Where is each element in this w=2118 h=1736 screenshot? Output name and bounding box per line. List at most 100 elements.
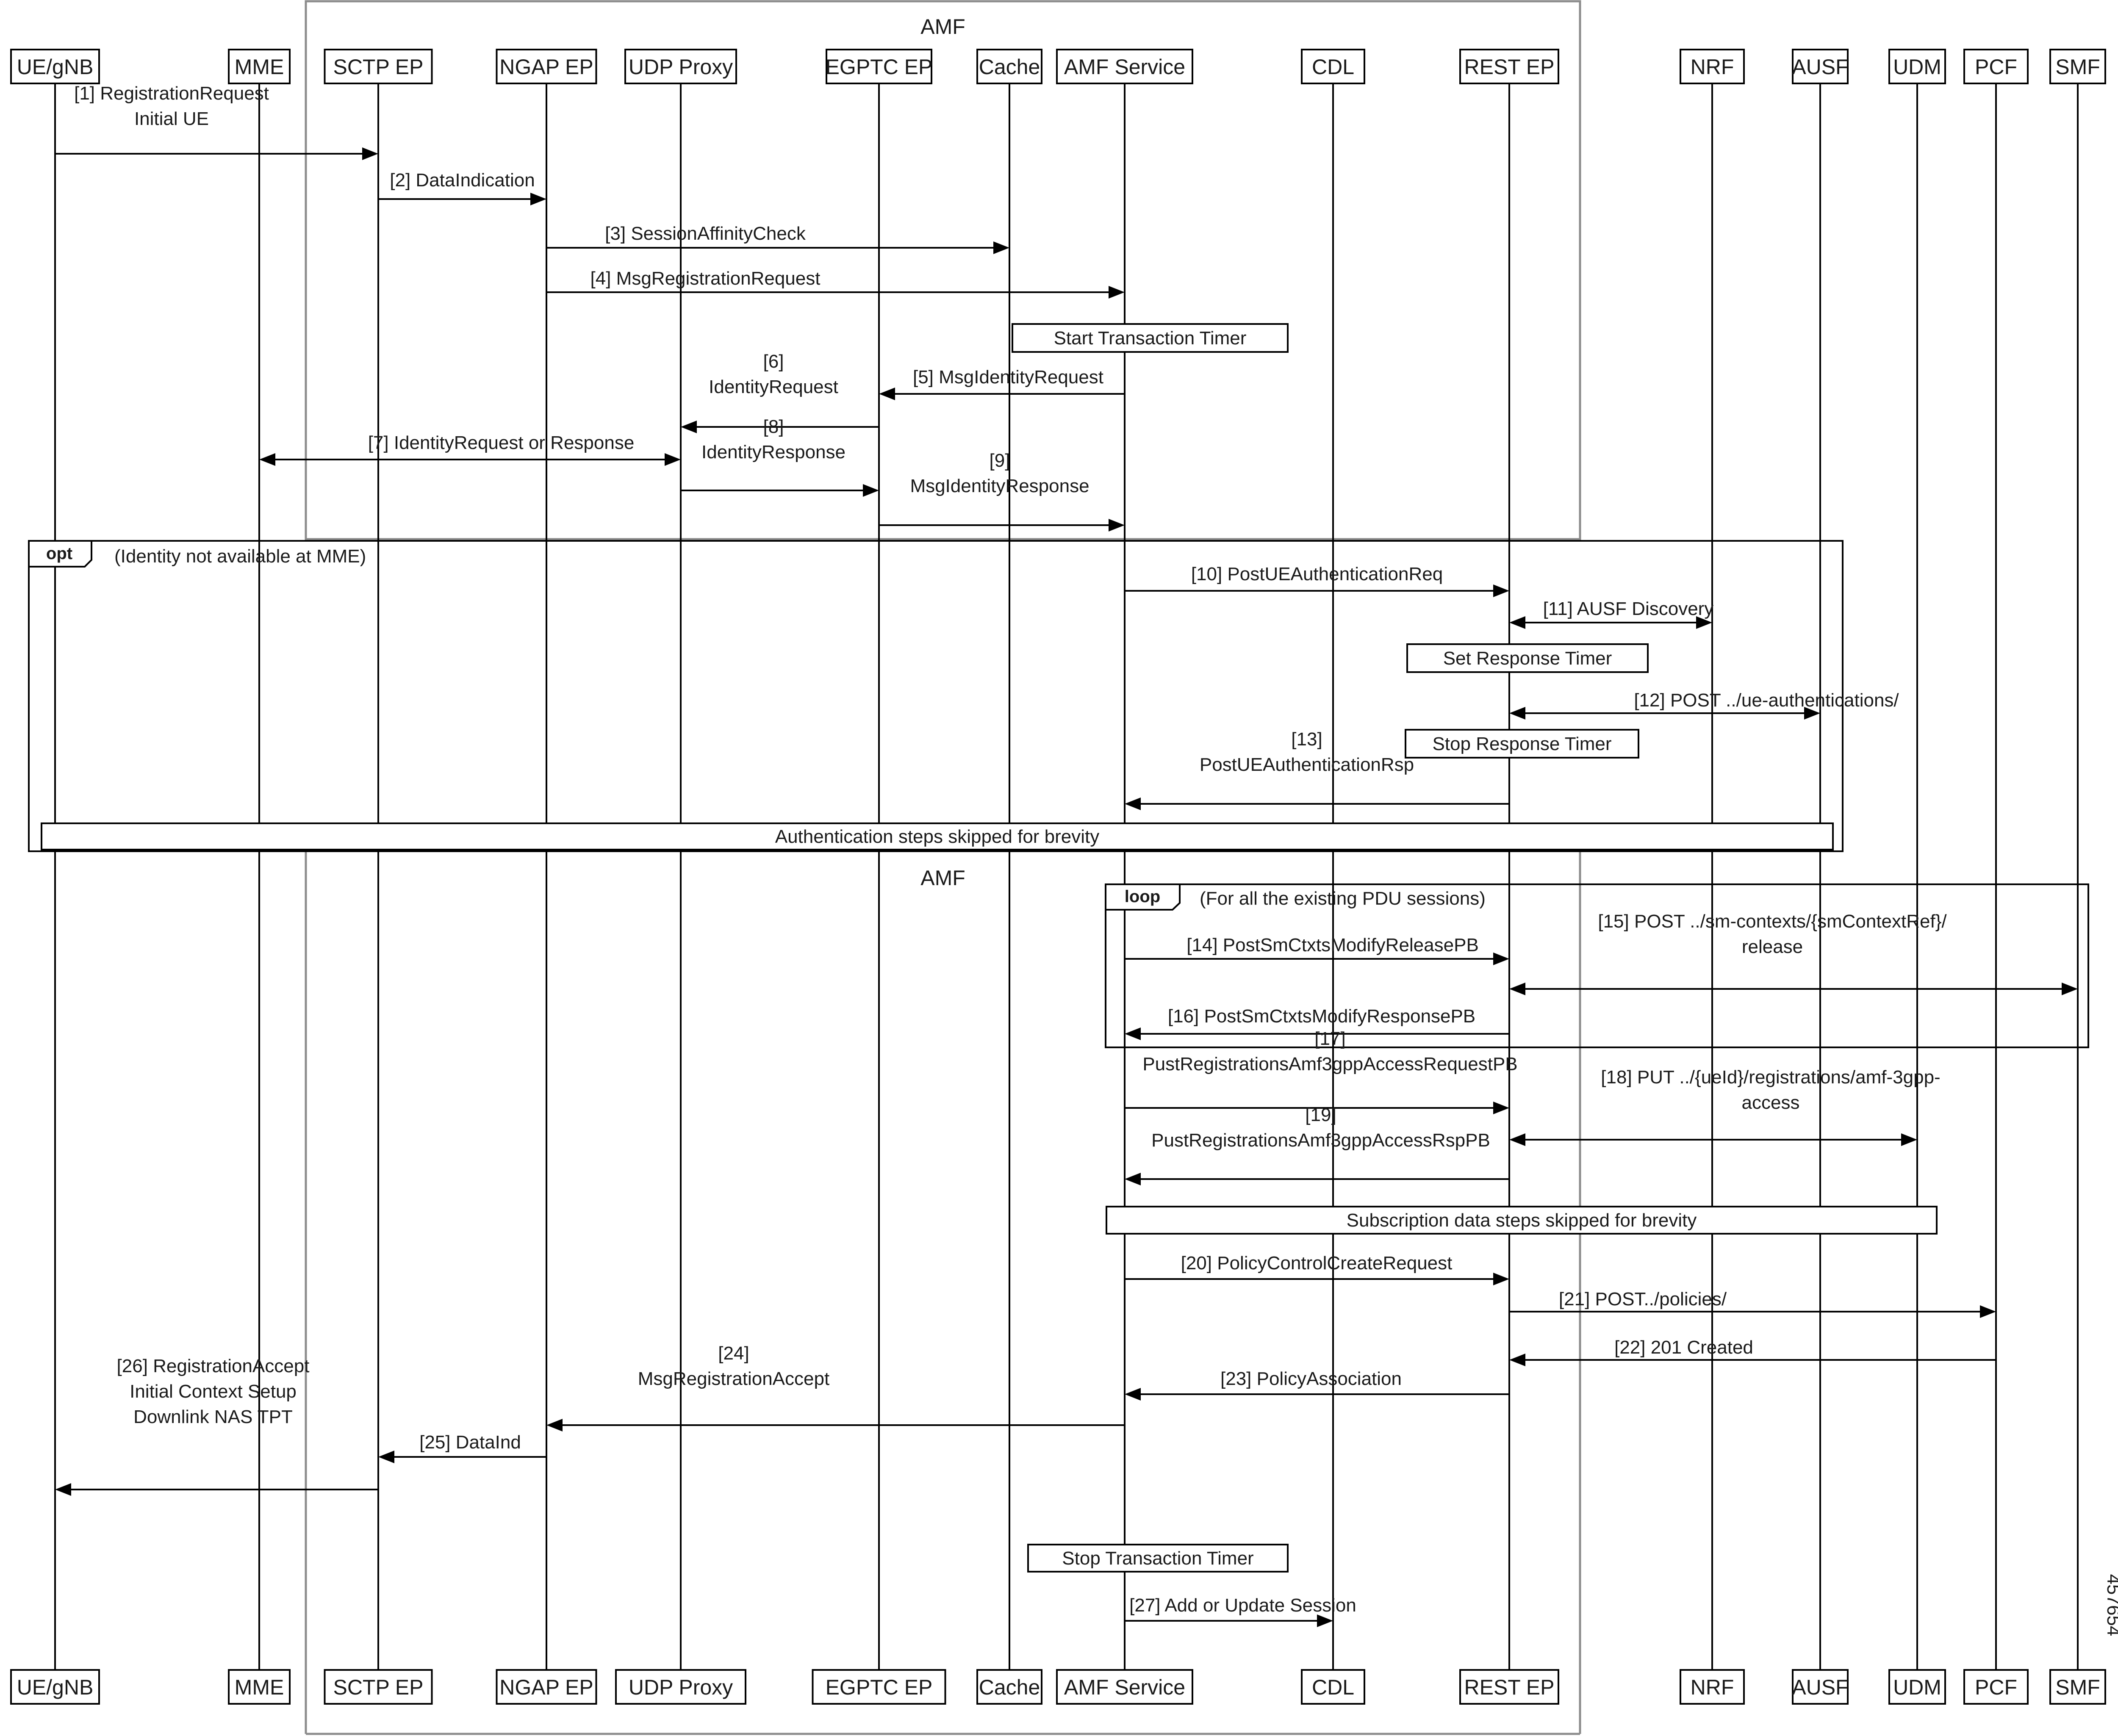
participant-label-ue-top: UE/gNB (17, 55, 94, 79)
participant-label-amfsvc-top: AMF Service (1064, 55, 1185, 79)
message-9-label: MsgIdentityResponse (910, 476, 1089, 496)
message-3: [3] SessionAffinityCheck (546, 223, 1009, 254)
notes: Start Transaction Timer Set Response Time… (41, 323, 1938, 1573)
participant-box-smf-top (2049, 49, 2106, 84)
message-12-label: [12] POST ../ue-authentications/ (1634, 690, 1899, 711)
message-24-label: [24] (718, 1343, 749, 1364)
opt-operator: opt (46, 544, 72, 563)
note-box-authentication-skipped (41, 822, 1834, 850)
loop-operator-tab (1105, 883, 1181, 911)
participant-label-sctp-bottom: SCTP EP (333, 1675, 423, 1699)
message-11: [11] AUSF Discovery (1509, 598, 1713, 629)
message-18-arrowhead (1901, 1133, 1917, 1146)
message-24-label: MsgRegistrationAccept (638, 1368, 829, 1389)
message-20: [20] PolicyControlCreateRequest (1125, 1253, 1509, 1285)
message-8-arrowhead (863, 484, 879, 497)
participant-box-ngap-top (496, 49, 597, 84)
message-18-label: access (1742, 1092, 1800, 1113)
note-text-stop-response-timer: Stop Response Timer (1432, 734, 1611, 754)
participant-box-rest-bottom (1459, 1669, 1559, 1705)
message-27: [27] Add or Update Session (1125, 1595, 1356, 1627)
message-5-label: [5] MsgIdentityRequest (913, 367, 1103, 388)
participant-box-mme-top (228, 49, 291, 84)
message-17-arrowhead (1493, 1102, 1509, 1114)
message-6-label: [6] (763, 351, 784, 372)
message-4-arrowhead (1109, 286, 1125, 299)
participant-box-udm-top (1888, 49, 1946, 84)
participant-box-sctp-bottom (324, 1669, 433, 1705)
message-17-label: PustRegistrationsAmf3gppAccessRequestPB (1142, 1054, 1517, 1074)
participant-box-cdl-top (1301, 49, 1365, 84)
message-25-arrowhead (378, 1451, 394, 1463)
participant-label-smf-bottom: SMF (2055, 1675, 2100, 1699)
message-23-label: [23] PolicyAssociation (1220, 1368, 1402, 1389)
participant-box-udp-bottom (615, 1669, 746, 1705)
participant-box-pcf-top (1963, 49, 2029, 84)
opt-frame (28, 540, 1844, 852)
amf-boundary-upper (305, 0, 1581, 540)
message-4: [4] MsgRegistrationRequest (546, 268, 1125, 299)
note-text-stop-transaction-timer: Stop Transaction Timer (1062, 1548, 1253, 1569)
message-5: [5] MsgIdentityRequest (879, 367, 1125, 400)
participant-box-ngap-bottom (496, 1669, 597, 1705)
message-26: [26] RegistrationAccept Initial Context S… (55, 1356, 378, 1496)
message-3-label: [3] SessionAffinityCheck (605, 223, 806, 244)
loop-condition: (For all the existing PDU sessions) (1200, 888, 1486, 909)
message-12-arrowhead-back (1509, 707, 1525, 720)
message-13-label: [13] (1291, 729, 1322, 750)
message-24-arrowhead (546, 1419, 563, 1431)
message-26-label: Initial Context Setup (130, 1381, 297, 1402)
participant-label-ngap-bottom: NGAP EP (499, 1675, 593, 1699)
message-8-label: IdentityResponse (701, 442, 846, 462)
participant-box-udp-top (624, 49, 737, 84)
message-14-arrowhead (1493, 952, 1509, 965)
message-17-label: [17] (1314, 1028, 1345, 1049)
message-9: [9] MsgIdentityResponse (879, 450, 1125, 532)
participant-label-ue-bottom: UE/gNB (17, 1675, 94, 1699)
participant-box-nrf-bottom (1680, 1669, 1745, 1705)
participant-label-sctp-top: SCTP EP (333, 55, 423, 79)
message-1: [1] RegistrationRequest Initial UE (55, 83, 378, 160)
message-26-label: Downlink NAS TPT (133, 1407, 293, 1427)
message-19-arrowhead (1125, 1173, 1141, 1185)
message-16-label: [16] PostSmCtxtsModifyResponsePB (1168, 1006, 1475, 1027)
message-15-arrowhead-back (1509, 983, 1525, 995)
message-14-label: [14] PostSmCtxtsModifyReleasePB (1187, 935, 1479, 955)
message-15-label: release (1742, 936, 1803, 957)
message-5-arrowhead (879, 388, 895, 400)
participant-box-amfsvc-top (1056, 49, 1193, 84)
note-box-stop-transaction-timer (1027, 1544, 1289, 1573)
message-10: [10] PostUEAuthenticationReq (1125, 564, 1509, 597)
message-8: [8] IdentityResponse (681, 416, 879, 497)
participant-label-mme-bottom: MME (235, 1675, 284, 1699)
opt-fragment: opt (Identity not available at MME) (28, 540, 1844, 852)
message-26-label: [26] RegistrationAccept (117, 1356, 310, 1376)
participant-box-amfsvc-bottom (1056, 1669, 1193, 1705)
message-19-label: [19] (1305, 1105, 1336, 1125)
message-15-arrowhead (2062, 983, 2078, 995)
message-15: [15] POST ../sm-contexts/{smContextRef}/… (1509, 911, 2078, 995)
message-7-arrowhead (665, 453, 681, 466)
message-4-label: [4] MsgRegistrationRequest (590, 268, 821, 289)
message-22-label: [22] 201 Created (1614, 1337, 1753, 1358)
message-16-arrowhead (1125, 1027, 1141, 1040)
message-6: [6] IdentityRequest (681, 351, 879, 433)
message-22: [22] 201 Created (1509, 1337, 1996, 1366)
loop-operator: loop (1125, 887, 1160, 906)
participant-label-mme-top: MME (235, 55, 284, 79)
participant-label-egptc-bottom: EGPTC EP (826, 1675, 933, 1699)
message-2: [2] DataIndication (378, 170, 546, 205)
message-10-arrowhead (1493, 584, 1509, 597)
message-10-label: [10] PostUEAuthenticationReq (1191, 564, 1443, 584)
message-13: [13] PostUEAuthenticationRsp (1125, 729, 1509, 810)
participant-box-smf-bottom (2049, 1669, 2106, 1705)
message-22-arrowhead (1509, 1354, 1525, 1366)
participant-box-pcf-bottom (1963, 1669, 2029, 1705)
message-6-arrowhead (681, 421, 697, 433)
participant-box-rest-top (1459, 49, 1559, 84)
participant-box-udm-bottom (1888, 1669, 1946, 1705)
message-3-arrowhead (993, 241, 1009, 254)
amf-label-top: AMF (920, 15, 965, 39)
participant-label-cache-bottom: Cache (979, 1675, 1040, 1699)
